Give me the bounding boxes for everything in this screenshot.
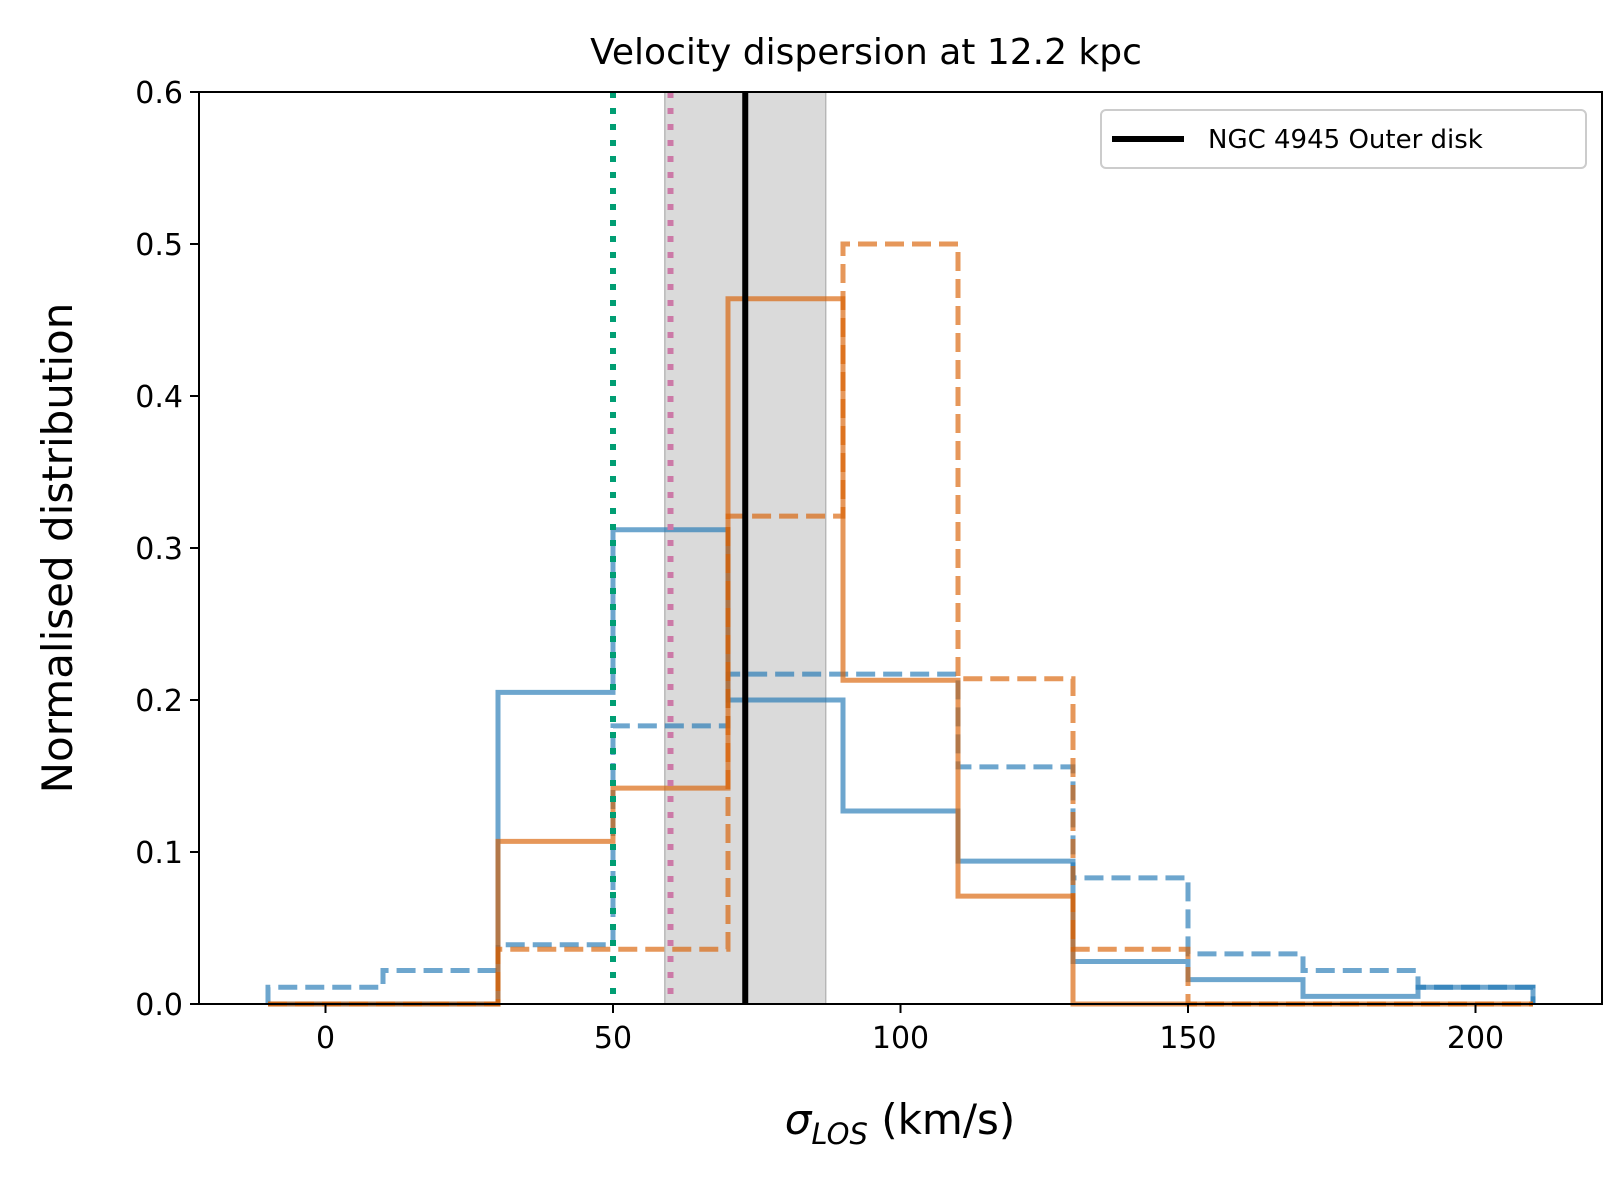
y-axis: 0.0 0.1 0.2 0.3 0.4 0.5 0.6	[135, 76, 199, 1023]
y-axis-label: Normalised distribution	[33, 303, 82, 794]
y-tick-label: 0.1	[135, 836, 183, 871]
y-tick-label: 0.4	[135, 380, 183, 415]
x-axis-symbol: σ	[785, 1095, 813, 1144]
y-tick-label: 0.6	[135, 76, 183, 111]
x-axis: 0 50 100 150 200	[316, 1004, 1504, 1056]
x-axis-subscript: LOS	[811, 1117, 868, 1151]
histogram-blue-dashed	[265, 671, 1536, 1004]
y-tick-label: 0.5	[135, 228, 183, 263]
x-tick-label: 0	[316, 1021, 335, 1056]
y-tick-label: 0.0	[135, 988, 183, 1023]
chart-title: Velocity dispersion at 12.2 kpc	[590, 32, 1142, 73]
x-tick-label: 200	[1447, 1021, 1504, 1056]
legend-label: NGC 4945 Outer disk	[1208, 125, 1483, 155]
x-tick-label: 50	[594, 1021, 632, 1056]
y-tick-label: 0.3	[135, 532, 183, 567]
x-tick-label: 150	[1159, 1021, 1216, 1056]
x-tick-label: 100	[872, 1021, 929, 1056]
x-axis-unit: (km/s)	[868, 1095, 1015, 1144]
x-axis-label: σLOS (km/s)	[785, 1095, 1016, 1151]
y-tick-label: 0.2	[135, 684, 183, 719]
legend-box	[1100, 109, 1587, 169]
plot-area	[265, 91, 1536, 1007]
legend: NGC 4945 Outer disk	[1100, 109, 1587, 169]
